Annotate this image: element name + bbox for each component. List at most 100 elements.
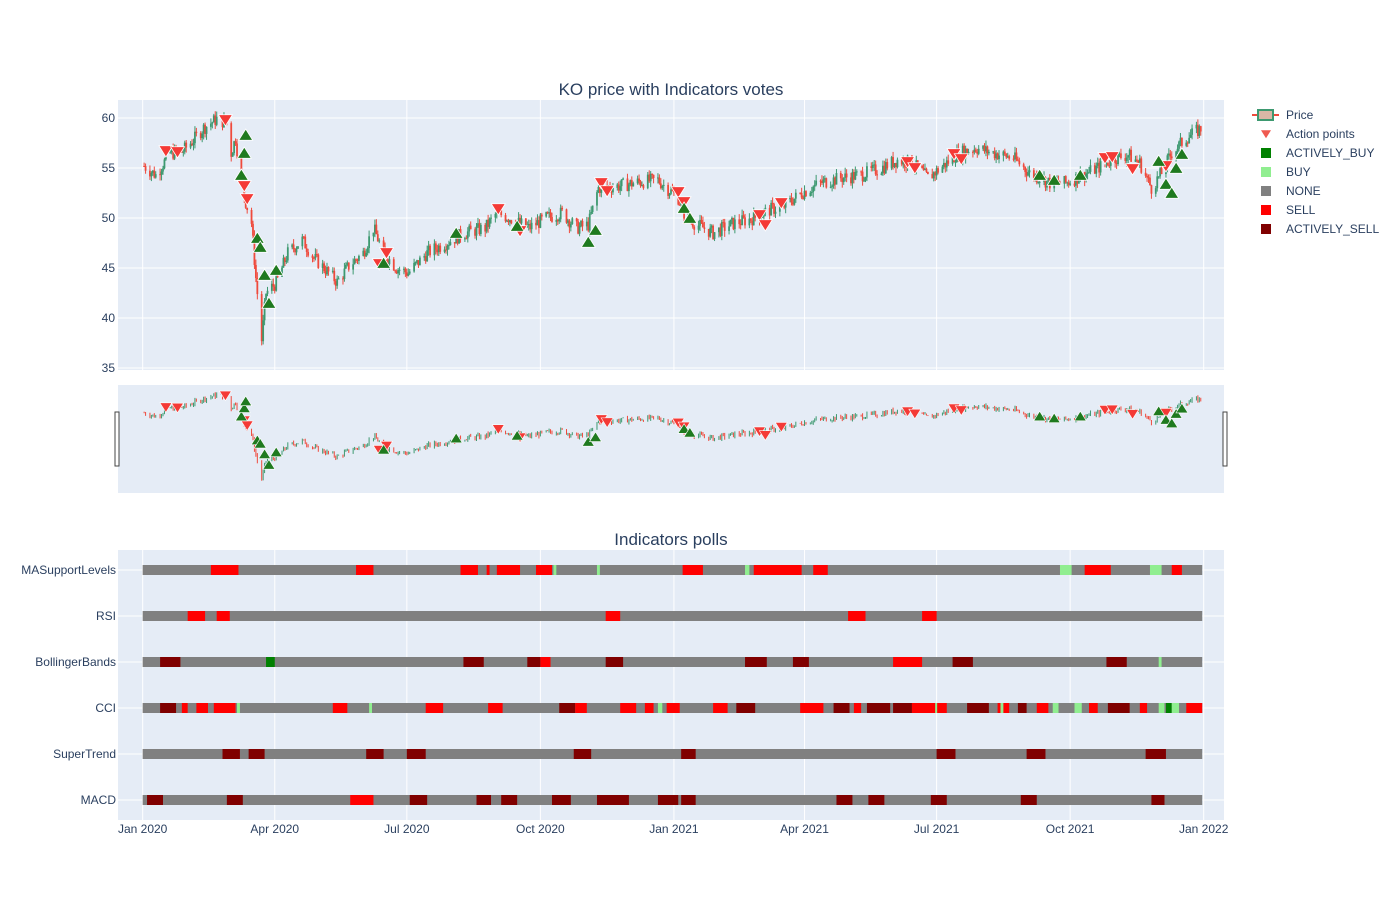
price-candle <box>204 124 206 134</box>
price-candle <box>236 143 238 157</box>
price-candle <box>632 183 635 187</box>
price-candle <box>1018 160 1021 165</box>
price-candle <box>378 240 381 242</box>
poll-segment-buy <box>1171 703 1180 713</box>
price-candle <box>799 192 802 194</box>
sell-action-marker <box>751 209 768 222</box>
price-candle <box>744 217 746 226</box>
price-candle <box>774 211 777 214</box>
poll-segment-sell <box>216 611 230 621</box>
price-candle <box>301 236 304 247</box>
buy-action-marker <box>1158 177 1174 190</box>
legend-item-label: NONE <box>1286 184 1321 198</box>
slider-sell-marker <box>1126 409 1140 420</box>
price-candle <box>1169 153 1172 157</box>
poll-segment-actively-sell <box>527 657 541 667</box>
poll-segment-sell <box>911 703 947 713</box>
price-candle <box>815 180 818 185</box>
price-candle <box>189 143 192 148</box>
sell-action-marker <box>593 177 610 190</box>
price-candle <box>876 174 879 176</box>
slider-buy-marker <box>1175 402 1189 414</box>
price-candle <box>250 209 253 224</box>
slider-buy-marker <box>1165 417 1179 428</box>
price-candle <box>731 217 733 220</box>
slider-buy-marker <box>510 429 524 441</box>
poll-segment-actively-sell <box>501 795 518 805</box>
price-candle <box>154 174 157 178</box>
poll-segment-sell <box>536 565 552 575</box>
poll-segment-sell <box>1036 703 1049 713</box>
price-candle <box>524 218 527 227</box>
poll-row-label: SuperTrend <box>53 747 116 761</box>
range-slider-left-handle[interactable] <box>114 411 120 467</box>
price-candle <box>977 148 980 154</box>
price-candle <box>262 320 265 342</box>
price-candle <box>1185 142 1188 146</box>
price-y-tick-label: 45 <box>102 261 116 275</box>
price-candle <box>728 226 730 231</box>
price-candle <box>416 260 418 263</box>
slider-sell-marker <box>908 408 922 420</box>
poll-segment-actively-buy <box>266 657 275 667</box>
price-candle <box>710 225 713 228</box>
price-candle <box>1108 165 1111 167</box>
price-candle <box>246 207 249 210</box>
price-candle <box>803 191 806 199</box>
price-candle <box>182 151 185 153</box>
price-candle <box>529 223 532 230</box>
price-candle <box>845 173 848 178</box>
price-candle <box>900 159 903 165</box>
sell-action-marker <box>239 193 255 206</box>
price-candle <box>363 250 366 257</box>
price-plot-area <box>118 100 1224 370</box>
price-candle <box>314 254 317 259</box>
price-candle <box>870 166 873 169</box>
price-candle <box>719 227 722 236</box>
price-candle <box>617 184 620 191</box>
price-candle <box>327 267 330 272</box>
price-candle <box>789 197 791 200</box>
range-slider-right-handle[interactable] <box>1222 411 1228 467</box>
price-candle <box>790 197 793 203</box>
price-candle <box>273 286 276 291</box>
range-slider[interactable] <box>118 385 1224 493</box>
price-candle <box>395 271 398 274</box>
price-candle <box>331 270 334 272</box>
price-candle <box>272 283 275 287</box>
price-candle <box>436 249 439 253</box>
poll-segment-sell <box>1171 565 1182 575</box>
buy-action-marker <box>1168 161 1184 174</box>
price-candle <box>942 162 945 167</box>
price-y-tick-label: 55 <box>102 161 116 175</box>
price-candle <box>392 259 395 271</box>
price-candle <box>649 173 652 182</box>
buy-action-marker <box>375 256 392 269</box>
price-candle <box>835 173 838 185</box>
price-candle <box>1015 152 1018 160</box>
price-candle <box>587 221 590 231</box>
price-candle <box>996 153 999 160</box>
price-candle <box>702 222 704 228</box>
price-candle <box>1128 149 1131 156</box>
price-candle <box>1069 183 1072 185</box>
price-y-tick-label: 35 <box>102 361 116 375</box>
poll-segment-sell <box>893 657 923 667</box>
price-candle <box>1188 137 1191 144</box>
price-candle <box>1086 172 1089 174</box>
price-candle <box>205 126 208 134</box>
slider-buy-marker <box>253 437 267 449</box>
poll-segment-sell <box>753 565 802 575</box>
price-candle <box>722 222 725 224</box>
poll-segment-actively-sell <box>406 749 426 759</box>
price-candle <box>1067 182 1070 185</box>
price-candle <box>974 149 977 152</box>
price-candle <box>294 248 296 253</box>
price-candle <box>254 264 257 279</box>
price-candle <box>1046 180 1048 188</box>
poll-segment-sell <box>682 565 703 575</box>
price-candle <box>937 168 939 173</box>
slider-sell-marker <box>954 405 968 416</box>
buy-action-marker <box>238 128 254 141</box>
price-candle <box>884 162 887 174</box>
